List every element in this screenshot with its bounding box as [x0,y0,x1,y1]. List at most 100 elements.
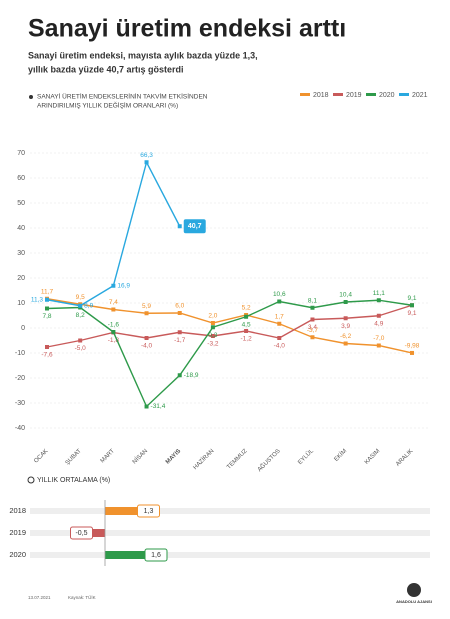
legend-label: 2021 [412,92,428,99]
y-tick-label: -30 [15,400,25,407]
marker [78,303,83,308]
data-label: 8,9 [84,302,93,309]
marker [111,283,116,288]
data-label: 1,6 [151,552,161,559]
marker [45,345,49,349]
data-label: -7,0 [373,335,385,342]
legend-label: 2018 [313,92,329,99]
date: 13.07.2021 [28,595,51,600]
marker [210,334,215,338]
y-tick-label: 10 [17,300,25,307]
data-label: -9,98 [405,343,420,350]
bullet [29,95,33,99]
source: Kaynak: TÜİK [68,594,96,600]
marker [144,160,149,165]
y-tick-label: 20 [17,275,25,282]
data-label: 2,0 [208,313,217,320]
y-tick-label: 60 [17,175,25,182]
marker [310,317,315,322]
marker [144,311,149,316]
legend-label: 2020 [379,92,395,99]
data-label: -4,0 [274,343,286,350]
marker [410,350,414,355]
label-box [183,219,206,234]
category-label: 2020 [9,550,26,559]
logo: ANADOLU AJANSI [396,599,432,604]
subtitle: Sanayi üretim endeksi, mayısta aylık baz… [28,50,258,60]
bar [92,529,105,537]
marker [144,404,149,409]
data-label: 40,7 [188,223,202,230]
legend-swatch [333,93,343,96]
data-label: 4,5 [242,321,251,328]
marker [210,321,215,325]
data-label: 10,6 [273,291,286,298]
data-label: 9,1 [407,310,416,317]
marker [244,329,249,333]
data-label: 0,3 [208,332,217,339]
label-box [137,504,160,518]
note: SANAYİ ÜRETİM ENDEKSLERİNİN TAKVİM ETKİS… [37,92,208,101]
data-label: 9,1 [407,295,416,302]
data-label: -1,6 [108,322,120,329]
marker [45,306,49,311]
data-label: -4,0 [141,343,153,350]
data-label: -5,0 [75,345,87,352]
note: ARINDIRILMIŞ YILLIK DEĞİŞİM ORANLARI (%) [37,101,178,110]
bullet [27,476,35,484]
bar [105,507,138,515]
data-label: -6,2 [340,333,352,340]
data-label: -18,9 [184,372,199,379]
marker [343,341,348,346]
marker [177,224,182,229]
label-box [144,548,168,562]
marker [376,313,381,318]
marker [277,336,282,340]
y-tick-label: 70 [17,150,25,157]
data-label: -1,2 [240,336,252,343]
subtitle: yıllık bazda yüzde 40,7 artış gösterdi [28,64,184,74]
title: Sanayi üretim endeksi arttı [28,15,346,43]
data-label: -0,5 [75,530,87,537]
data-label: 66,3 [140,152,153,159]
data-label: 1,3 [144,508,154,515]
data-label: 9,5 [76,294,85,301]
y-tick-label: -40 [15,425,25,432]
marker [277,299,282,304]
category-label: 2018 [9,506,26,515]
data-label: -1,7 [174,337,186,344]
marker [277,321,282,326]
data-label: 8,1 [308,297,317,304]
label-box [70,526,93,540]
marker [310,335,315,340]
marker [177,330,182,335]
data-label: 11,3 [31,296,44,303]
bar [105,551,145,559]
data-label: 10,4 [339,292,352,299]
marker [310,305,315,310]
marker [376,343,381,348]
y-tick-label: -10 [15,350,25,357]
marker [111,307,116,312]
data-label: 1,7 [275,313,284,320]
y-tick-label: -20 [15,375,25,382]
data-label: 7,8 [42,313,51,320]
legend-swatch [366,93,376,96]
marker [343,316,348,321]
marker [111,330,116,334]
data-label: 5,2 [242,305,251,312]
data-label: 16,9 [117,282,130,289]
data-label: 5,9 [142,303,151,310]
logo-icon [407,583,421,597]
data-label: 6,0 [175,303,184,310]
data-label: 11,1 [373,290,386,297]
y-tick-label: 50 [17,200,25,207]
y-tick-label: 40 [17,225,25,232]
line [46,304,413,348]
marker [376,298,381,303]
data-label: 8,2 [76,312,85,319]
track [30,530,430,536]
data-label: -7,6 [41,352,53,359]
